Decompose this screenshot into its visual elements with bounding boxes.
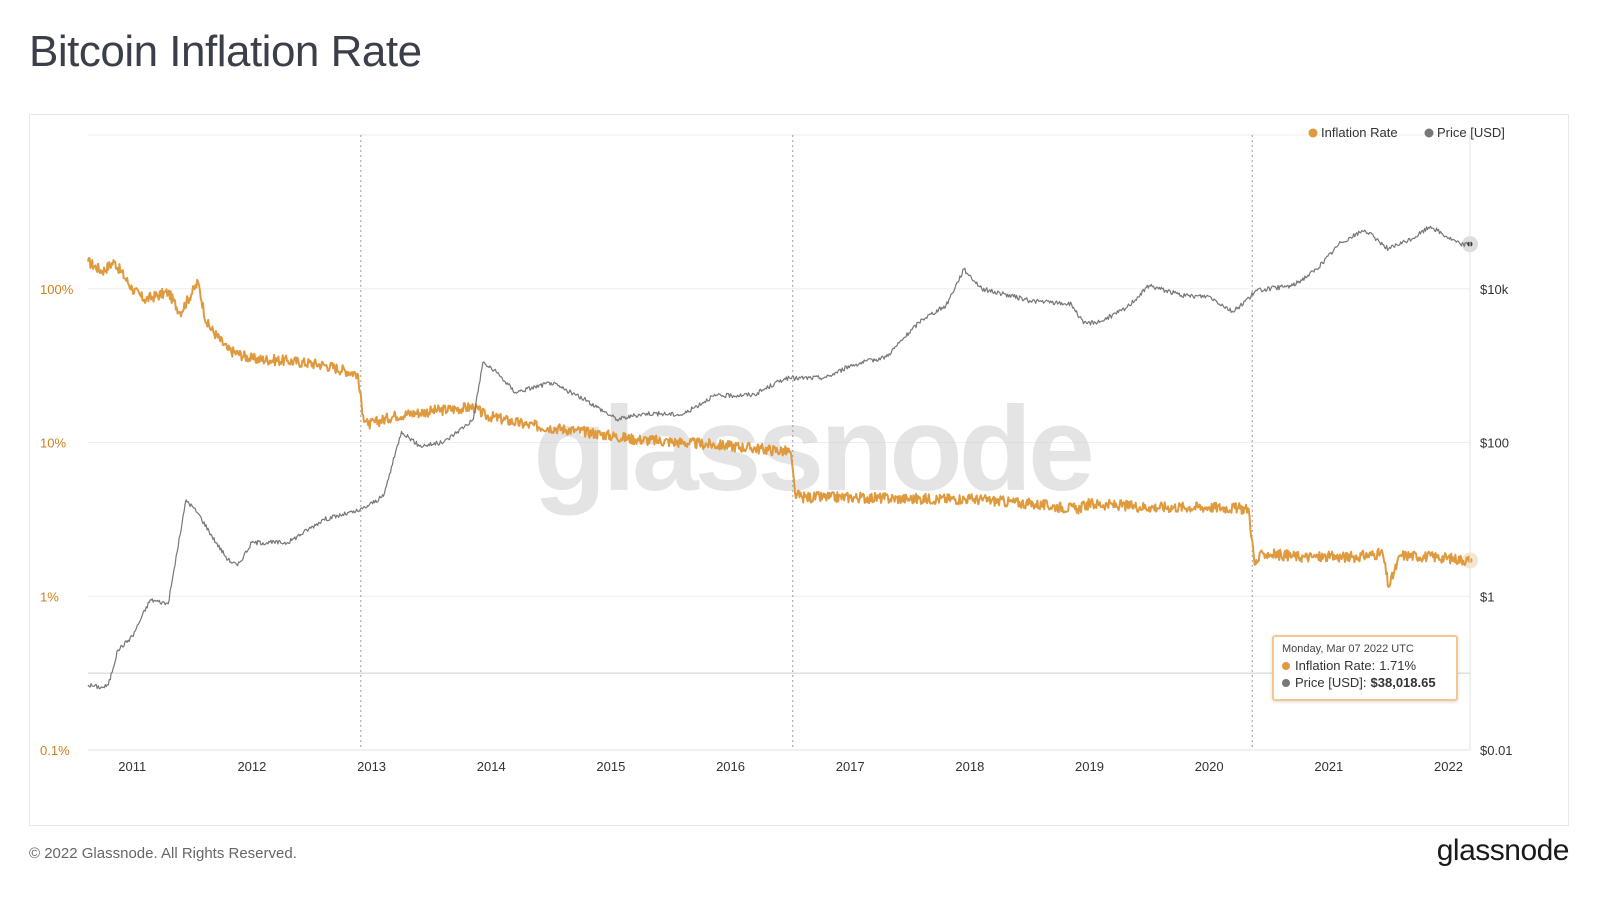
left-axis-tick: 100%: [40, 282, 74, 297]
legend-price-label[interactable]: Price [USD]: [1437, 125, 1505, 140]
watermark: glassnode: [533, 382, 1091, 516]
x-axis-tick: 2015: [596, 759, 625, 774]
page-title: Bitcoin Inflation Rate: [29, 27, 422, 76]
price-line: [87, 225, 1471, 690]
x-axis-tick: 2011: [118, 759, 146, 774]
legend: Inflation Rate Price [USD]: [1308, 125, 1505, 140]
tooltip-inflation-dot: [1282, 661, 1290, 670]
x-axis-tick: 2018: [955, 759, 984, 774]
tooltip-inflation-row: Inflation Rate: 1.71%: [1282, 658, 1448, 673]
right-axis-tick: $1: [1480, 589, 1494, 604]
x-axis-tick: 2012: [237, 759, 266, 774]
inflation-rate-line: [87, 257, 1471, 588]
x-axis-tick: 2014: [477, 759, 506, 774]
x-axis-tick: 2021: [1314, 759, 1343, 774]
tooltip-price-dot: [1282, 678, 1290, 687]
tooltip-price-value: $38,018.65: [1370, 675, 1436, 690]
chart-svg: glassnode 100% 10% 1% 0.1% $10k $100 $1 $0.01 20…: [40, 125, 1513, 774]
x-axis-tick: 2020: [1195, 759, 1224, 774]
legend-inflation-dot: [1308, 128, 1318, 138]
tooltip: Monday, Mar 07 2022 UTC Inflation Rate: …: [1272, 635, 1458, 701]
tooltip-date: Monday, Mar 07 2022 UTC: [1282, 643, 1414, 655]
tooltip-price-label: Price [USD]:: [1295, 675, 1367, 690]
footer-copyright: © 2022 Glassnode. All Rights Reserved.: [29, 845, 297, 862]
axes: 100% 10% 1% 0.1% $10k $100 $1 $0.01 2011 2012 2013…: [40, 135, 1513, 774]
right-axis-tick: $10k: [1480, 282, 1509, 297]
footer-logo[interactable]: glassnode: [1436, 834, 1570, 867]
tooltip-price-row: Price [USD]: $38,018.65: [1282, 675, 1448, 690]
tooltip-inflation-label: Inflation Rate:: [1295, 658, 1376, 673]
tooltip-inflation-value: 1.71%: [1379, 658, 1417, 673]
legend-price-dot: [1424, 128, 1434, 138]
left-axis-tick: 0.1%: [40, 743, 70, 758]
right-axis-tick: $0.01: [1480, 743, 1513, 758]
x-axis-tick: 2022: [1434, 759, 1463, 774]
series-layer: [87, 225, 1478, 690]
x-axis-tick: 2013: [357, 759, 386, 774]
left-axis-tick: 10%: [40, 436, 66, 451]
x-axis-tick: 2017: [836, 759, 865, 774]
x-axis-tick: 2019: [1075, 759, 1104, 774]
chart-container: glassnode 100% 10% 1% 0.1% $10k $100 $1 $0.01 20…: [29, 114, 1569, 826]
legend-inflation-label[interactable]: Inflation Rate: [1321, 125, 1398, 140]
right-axis-tick: $100: [1480, 436, 1509, 451]
left-axis-tick: 1%: [40, 589, 59, 604]
x-axis-tick: 2016: [716, 759, 745, 774]
